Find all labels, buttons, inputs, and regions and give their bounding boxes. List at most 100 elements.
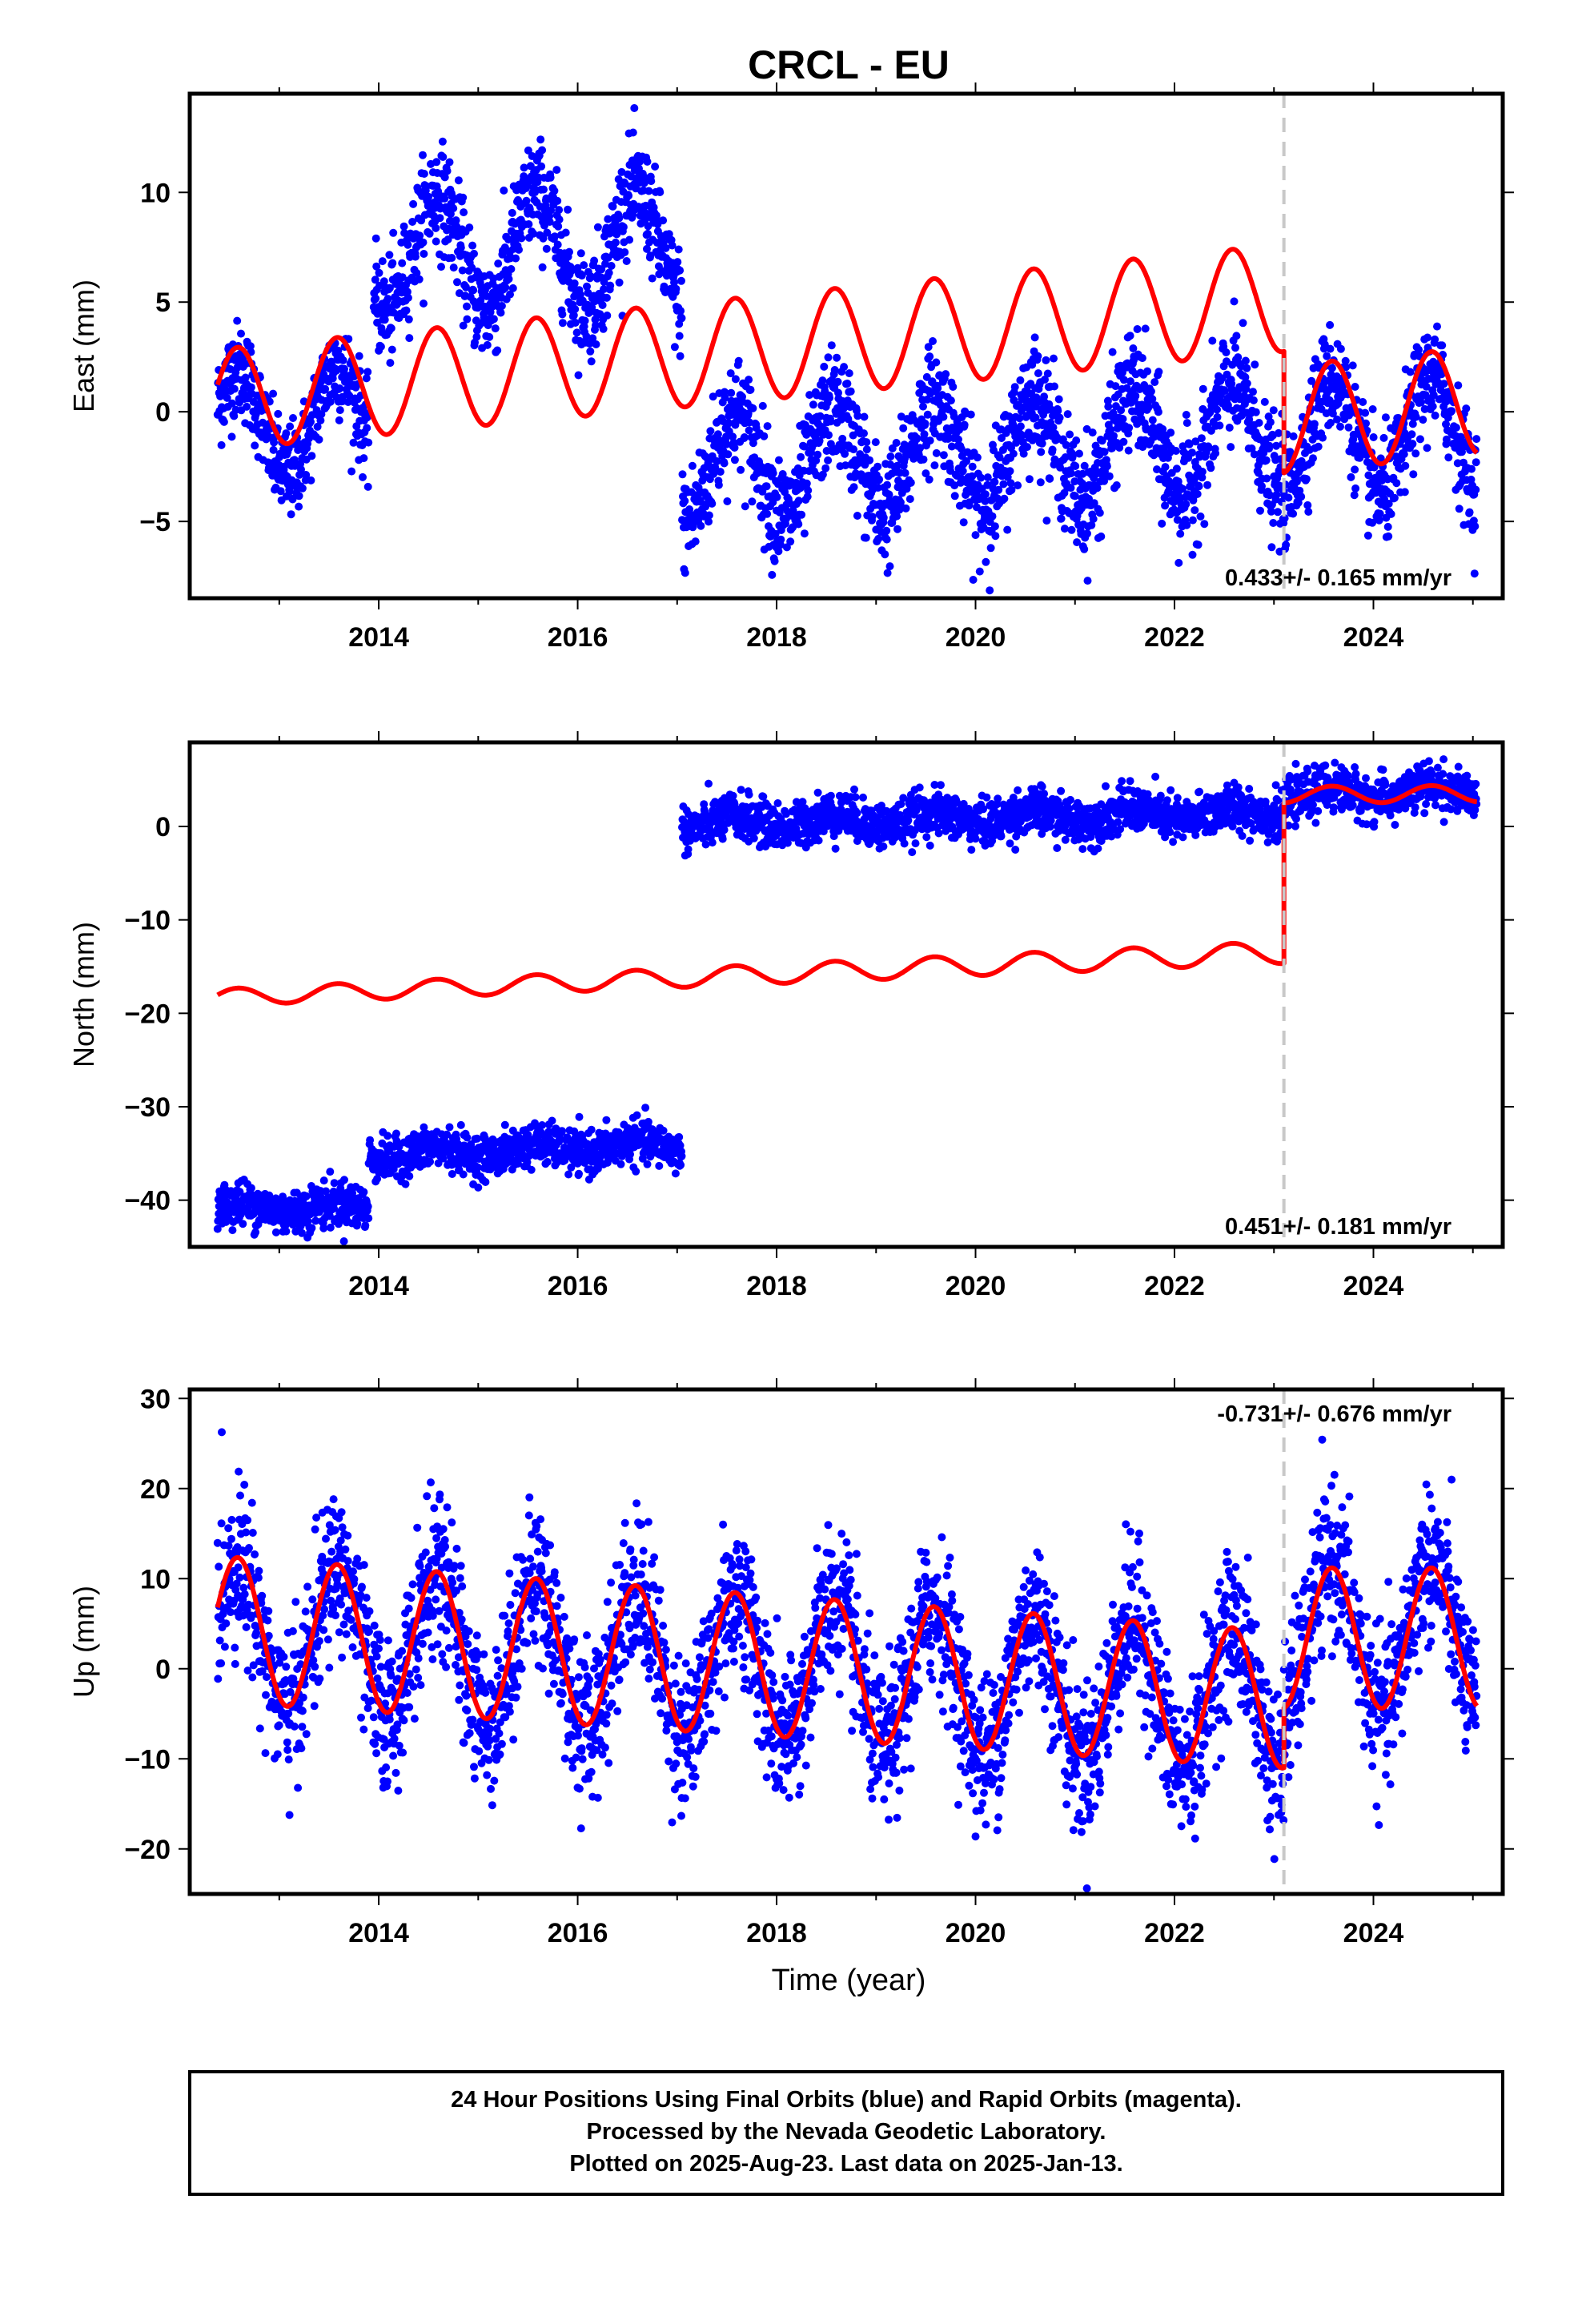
data-point [813,788,822,797]
y-tick-label: −5 [139,507,171,537]
data-point [243,402,251,411]
data-point [583,282,591,291]
data-point [934,384,942,392]
data-point [602,293,611,302]
data-point [994,485,1003,494]
data-point [387,345,396,354]
data-point [726,369,735,378]
data-point [954,420,962,428]
data-point [845,369,853,378]
data-point [881,550,889,559]
data-point [542,244,551,253]
data-point [730,444,739,452]
data-point [716,468,725,476]
data-point [363,1202,372,1211]
data-point [1256,506,1264,515]
data-point [353,1219,362,1228]
data-point [1118,415,1127,424]
data-point [307,417,315,426]
data-point [860,429,868,438]
data-point [1080,545,1089,553]
data-point [460,208,468,217]
data-point [1282,541,1291,549]
data-point [1302,475,1311,484]
data-point [1083,529,1091,538]
data-point [604,215,612,223]
data-point [805,391,814,400]
data-point [1304,508,1313,516]
data-point [1158,519,1166,528]
data-point [607,262,616,270]
data-point [632,1111,641,1120]
data-point [721,388,729,396]
data-point [1023,443,1031,452]
data-point [983,473,992,482]
data-point [602,1116,611,1124]
data-point [380,316,389,324]
data-point [459,1170,468,1179]
data-point [497,302,506,310]
data-point [588,304,596,312]
data-point [1133,325,1142,333]
data-point [749,834,758,842]
data-point [574,371,583,380]
data-point [723,497,732,505]
data-point [840,363,849,372]
data-point [705,779,713,788]
data-point [271,1228,280,1236]
data-point [740,433,749,441]
data-point [643,1160,652,1168]
data-point [335,416,343,424]
data-point [1112,481,1121,489]
data-point [1232,332,1241,340]
data-point [425,229,434,238]
data-point [587,357,596,366]
data-point [977,473,986,482]
data-point [606,281,615,290]
data-point [1148,416,1157,424]
data-point [983,480,992,489]
data-point [1019,449,1028,458]
data-point [565,247,573,256]
data-point [647,177,656,186]
data-point [827,341,836,350]
data-point [991,532,1000,541]
data-point [1108,348,1117,356]
data-point [821,464,830,472]
data-point [668,241,677,250]
data-point [774,547,783,556]
data-point [340,364,348,373]
data-point [295,492,303,501]
data-point [1050,354,1058,363]
data-point [734,356,743,365]
data-point [617,167,626,176]
data-point [340,1176,348,1184]
data-point [1037,448,1046,456]
data-point [282,1227,291,1236]
data-point [552,166,561,175]
data-point [1423,333,1431,342]
data-point [1124,446,1133,455]
data-point [973,453,982,462]
data-point [326,1168,335,1176]
data-point [774,456,783,464]
data-point [771,529,780,538]
data-point [648,274,656,283]
data-point [247,1184,255,1192]
data-point [520,172,528,181]
data-point [950,481,959,490]
data-point [576,290,584,299]
y-tick-label: 10 [140,178,171,208]
data-point [1060,525,1069,533]
data-point [720,459,729,468]
data-point [534,173,543,182]
data-point [239,1220,247,1228]
data-point [349,438,358,447]
data-point [949,383,958,391]
data-point [1182,419,1191,428]
data-point [389,228,398,237]
data-point [385,251,394,259]
data-point [831,844,840,853]
data-point [932,358,941,367]
data-point [932,448,941,457]
